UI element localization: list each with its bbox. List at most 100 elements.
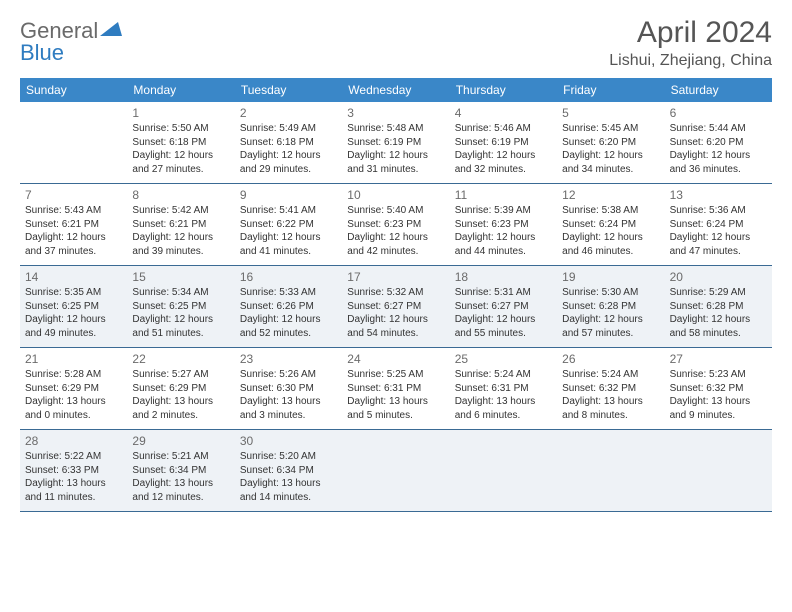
calendar-cell: 3Sunrise: 5:48 AMSunset: 6:19 PMDaylight… — [342, 102, 449, 184]
day-number: 16 — [240, 269, 337, 285]
day-number: 5 — [562, 105, 659, 121]
daylight-text: and 41 minutes. — [240, 245, 337, 259]
daylight-text: Daylight: 13 hours — [240, 477, 337, 491]
day-number: 9 — [240, 187, 337, 203]
sunrise-text: Sunrise: 5:35 AM — [25, 286, 122, 300]
calendar-cell: 23Sunrise: 5:26 AMSunset: 6:30 PMDayligh… — [235, 348, 342, 430]
day-number: 10 — [347, 187, 444, 203]
daylight-text: Daylight: 12 hours — [562, 149, 659, 163]
daylight-text: Daylight: 13 hours — [562, 395, 659, 409]
calendar-cell: 19Sunrise: 5:30 AMSunset: 6:28 PMDayligh… — [557, 266, 664, 348]
topbar: General Blue April 2024 Lishui, Zhejiang… — [20, 18, 772, 70]
logo-text-blue: Blue — [20, 40, 64, 65]
sunset-text: Sunset: 6:27 PM — [455, 300, 552, 314]
daylight-text: Daylight: 13 hours — [132, 477, 229, 491]
sunrise-text: Sunrise: 5:30 AM — [562, 286, 659, 300]
calendar-cell: 11Sunrise: 5:39 AMSunset: 6:23 PMDayligh… — [450, 184, 557, 266]
sunset-text: Sunset: 6:31 PM — [347, 382, 444, 396]
sunrise-text: Sunrise: 5:39 AM — [455, 204, 552, 218]
daylight-text: Daylight: 12 hours — [455, 231, 552, 245]
day-number: 30 — [240, 433, 337, 449]
calendar-cell: 21Sunrise: 5:28 AMSunset: 6:29 PMDayligh… — [20, 348, 127, 430]
sunset-text: Sunset: 6:18 PM — [240, 136, 337, 150]
day-number: 3 — [347, 105, 444, 121]
sunrise-text: Sunrise: 5:33 AM — [240, 286, 337, 300]
daylight-text: and 6 minutes. — [455, 409, 552, 423]
sunset-text: Sunset: 6:28 PM — [670, 300, 767, 314]
daylight-text: Daylight: 12 hours — [347, 313, 444, 327]
sunrise-text: Sunrise: 5:24 AM — [562, 368, 659, 382]
daylight-text: and 58 minutes. — [670, 327, 767, 341]
daylight-text: and 37 minutes. — [25, 245, 122, 259]
calendar-cell: 18Sunrise: 5:31 AMSunset: 6:27 PMDayligh… — [450, 266, 557, 348]
day-number: 19 — [562, 269, 659, 285]
sunset-text: Sunset: 6:31 PM — [455, 382, 552, 396]
sunset-text: Sunset: 6:23 PM — [347, 218, 444, 232]
calendar-cell: 2Sunrise: 5:49 AMSunset: 6:18 PMDaylight… — [235, 102, 342, 184]
daylight-text: Daylight: 12 hours — [240, 231, 337, 245]
day-number: 7 — [25, 187, 122, 203]
sunrise-text: Sunrise: 5:29 AM — [670, 286, 767, 300]
weekday-header: Tuesday — [235, 78, 342, 102]
calendar-cell: 7Sunrise: 5:43 AMSunset: 6:21 PMDaylight… — [20, 184, 127, 266]
sunset-text: Sunset: 6:21 PM — [132, 218, 229, 232]
daylight-text: and 39 minutes. — [132, 245, 229, 259]
weekday-header: Sunday — [20, 78, 127, 102]
daylight-text: Daylight: 12 hours — [455, 149, 552, 163]
daylight-text: Daylight: 13 hours — [240, 395, 337, 409]
calendar-cell-empty — [557, 430, 664, 512]
sunset-text: Sunset: 6:21 PM — [25, 218, 122, 232]
weekday-header: Friday — [557, 78, 664, 102]
sunrise-text: Sunrise: 5:25 AM — [347, 368, 444, 382]
day-number: 29 — [132, 433, 229, 449]
day-number: 21 — [25, 351, 122, 367]
daylight-text: and 51 minutes. — [132, 327, 229, 341]
sunrise-text: Sunrise: 5:42 AM — [132, 204, 229, 218]
sunset-text: Sunset: 6:34 PM — [240, 464, 337, 478]
sunset-text: Sunset: 6:25 PM — [25, 300, 122, 314]
calendar-cell-empty — [665, 430, 772, 512]
day-number: 6 — [670, 105, 767, 121]
daylight-text: Daylight: 12 hours — [240, 149, 337, 163]
sunset-text: Sunset: 6:24 PM — [562, 218, 659, 232]
title-block: April 2024 Lishui, Zhejiang, China — [609, 18, 772, 70]
daylight-text: Daylight: 12 hours — [562, 313, 659, 327]
sunset-text: Sunset: 6:19 PM — [347, 136, 444, 150]
day-number: 28 — [25, 433, 122, 449]
daylight-text: Daylight: 12 hours — [132, 231, 229, 245]
daylight-text: Daylight: 12 hours — [132, 313, 229, 327]
daylight-text: and 8 minutes. — [562, 409, 659, 423]
calendar-cell: 26Sunrise: 5:24 AMSunset: 6:32 PMDayligh… — [557, 348, 664, 430]
daylight-text: and 47 minutes. — [670, 245, 767, 259]
logo: General Blue — [20, 18, 122, 64]
daylight-text: and 57 minutes. — [562, 327, 659, 341]
calendar-cell: 20Sunrise: 5:29 AMSunset: 6:28 PMDayligh… — [665, 266, 772, 348]
daylight-text: Daylight: 12 hours — [455, 313, 552, 327]
day-number: 14 — [25, 269, 122, 285]
sunset-text: Sunset: 6:22 PM — [240, 218, 337, 232]
day-number: 22 — [132, 351, 229, 367]
daylight-text: and 52 minutes. — [240, 327, 337, 341]
sunrise-text: Sunrise: 5:48 AM — [347, 122, 444, 136]
daylight-text: and 34 minutes. — [562, 163, 659, 177]
sunset-text: Sunset: 6:23 PM — [455, 218, 552, 232]
sunset-text: Sunset: 6:29 PM — [25, 382, 122, 396]
calendar-cell: 17Sunrise: 5:32 AMSunset: 6:27 PMDayligh… — [342, 266, 449, 348]
day-number: 13 — [670, 187, 767, 203]
daylight-text: and 42 minutes. — [347, 245, 444, 259]
day-number: 2 — [240, 105, 337, 121]
calendar-cell: 8Sunrise: 5:42 AMSunset: 6:21 PMDaylight… — [127, 184, 234, 266]
daylight-text: and 46 minutes. — [562, 245, 659, 259]
sunrise-text: Sunrise: 5:23 AM — [670, 368, 767, 382]
daylight-text: Daylight: 13 hours — [347, 395, 444, 409]
calendar-cell: 4Sunrise: 5:46 AMSunset: 6:19 PMDaylight… — [450, 102, 557, 184]
day-number: 20 — [670, 269, 767, 285]
sunset-text: Sunset: 6:26 PM — [240, 300, 337, 314]
daylight-text: and 12 minutes. — [132, 491, 229, 505]
daylight-text: Daylight: 13 hours — [132, 395, 229, 409]
daylight-text: Daylight: 13 hours — [455, 395, 552, 409]
weekday-header-row: Sunday Monday Tuesday Wednesday Thursday… — [20, 78, 772, 102]
calendar-cell: 25Sunrise: 5:24 AMSunset: 6:31 PMDayligh… — [450, 348, 557, 430]
day-number: 18 — [455, 269, 552, 285]
day-number: 1 — [132, 105, 229, 121]
